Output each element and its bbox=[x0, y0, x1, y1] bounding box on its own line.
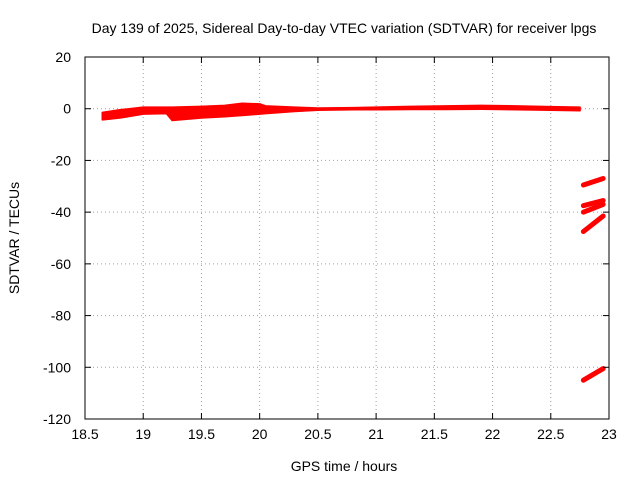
y-tick-label: -20 bbox=[51, 152, 71, 168]
y-tick-label: 0 bbox=[63, 101, 71, 117]
ticks bbox=[84, 56, 610, 420]
x-tick-label: 21 bbox=[368, 426, 384, 442]
series-track-1 bbox=[580, 176, 606, 188]
series-track-2 bbox=[580, 198, 606, 209]
x-tick-label: 21.5 bbox=[421, 426, 448, 442]
series-track-5 bbox=[580, 366, 606, 383]
x-tick-labels: 18.5 19 19.5 20 20.5 21 21.5 22 22.5 23 bbox=[71, 426, 617, 442]
plot-frame bbox=[84, 56, 610, 420]
x-tick-label: 22 bbox=[485, 426, 501, 442]
y-tick-label: -100 bbox=[43, 359, 71, 375]
series-group bbox=[101, 102, 606, 383]
x-tick-label: 19.5 bbox=[188, 426, 215, 442]
y-tick-label: -40 bbox=[51, 204, 71, 220]
chart-title: Day 139 of 2025, Sidereal Day-to-day VTE… bbox=[92, 20, 597, 36]
series-main-band bbox=[101, 102, 581, 122]
x-tick-label: 19 bbox=[135, 426, 151, 442]
x-tick-label: 18.5 bbox=[71, 426, 98, 442]
y-tick-label: -120 bbox=[43, 411, 71, 427]
x-tick-label: 23 bbox=[601, 426, 617, 442]
y-tick-label: 20 bbox=[55, 49, 71, 65]
series-track-4 bbox=[580, 213, 606, 235]
x-axis-label: GPS time / hours bbox=[291, 458, 398, 474]
x-tick-label: 20.5 bbox=[304, 426, 331, 442]
series-track-3 bbox=[580, 201, 606, 215]
y-tick-label: -60 bbox=[51, 256, 71, 272]
x-tick-label: 20 bbox=[252, 426, 268, 442]
y-axis-label: SDTVAR / TECUs bbox=[6, 182, 22, 294]
y-tick-label: -80 bbox=[51, 308, 71, 324]
x-tick-label: 22.5 bbox=[537, 426, 564, 442]
y-tick-labels: 20 0 -20 -40 -60 -80 -100 -120 bbox=[43, 49, 71, 427]
